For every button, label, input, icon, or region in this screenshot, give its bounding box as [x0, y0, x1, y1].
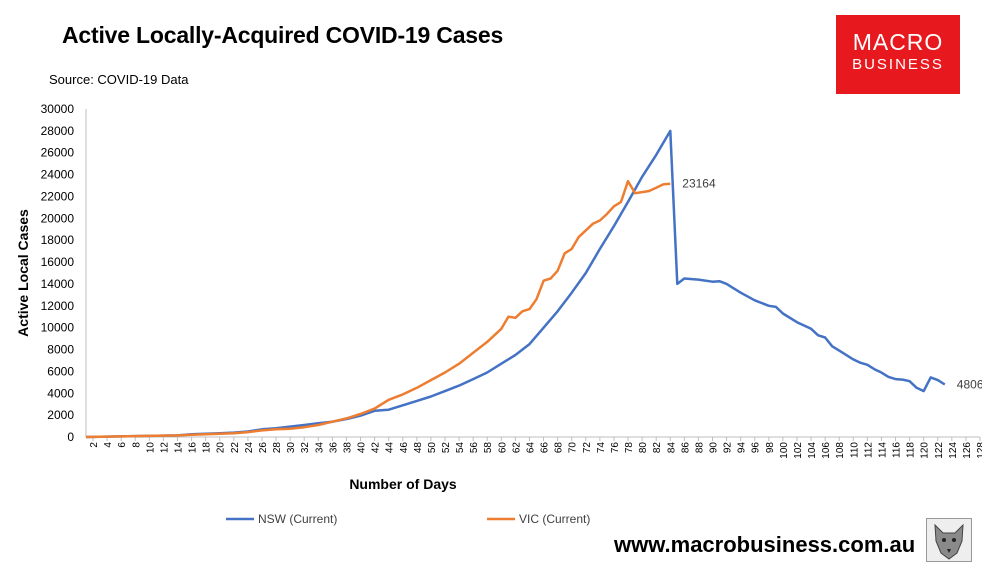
x-tick-label: 114 — [877, 442, 888, 458]
x-tick-label: 120 — [920, 442, 931, 459]
x-tick-label: 112 — [863, 442, 874, 458]
x-tick-label: 128 — [976, 442, 982, 459]
y-tick-label: 30000 — [41, 102, 75, 116]
x-tick-label: 88 — [694, 442, 705, 454]
end-value-label: 23164 — [682, 177, 716, 191]
x-tick-label: 40 — [357, 442, 368, 454]
x-tick-label: 108 — [835, 442, 846, 459]
y-tick-label: 18000 — [41, 233, 75, 247]
x-tick-label: 74 — [596, 442, 607, 454]
x-tick-label: 80 — [638, 442, 649, 454]
x-tick-label: 28 — [272, 442, 283, 454]
y-tick-label: 28000 — [41, 124, 75, 138]
y-axis-title: Active Local Cases — [15, 209, 31, 337]
logo-line-2: BUSINESS — [852, 56, 944, 73]
chart-source: Source: COVID-19 Data — [49, 72, 189, 87]
x-tick-label: 58 — [483, 442, 494, 454]
series-line-nsw — [85, 129, 946, 439]
x-tick-label: 18 — [202, 442, 213, 454]
x-tick-label: 102 — [793, 442, 804, 459]
x-tick-label: 24 — [244, 442, 255, 454]
y-tick-label: 24000 — [41, 168, 75, 182]
wolf-logo-icon — [926, 518, 972, 562]
x-tick-label: 70 — [568, 442, 579, 454]
legend-label: NSW (Current) — [258, 512, 337, 526]
y-tick-label: 10000 — [41, 321, 75, 335]
x-tick-label: 56 — [469, 442, 480, 454]
x-tick-label: 36 — [328, 442, 339, 454]
x-tick-label: 110 — [849, 442, 860, 458]
x-tick-label: 30 — [286, 442, 297, 454]
y-tick-label: 4000 — [47, 386, 74, 400]
x-tick-label: 16 — [188, 442, 199, 454]
x-tick-label: 62 — [511, 442, 522, 454]
logo-line-1: MACRO — [852, 29, 944, 55]
x-tick-label: 90 — [709, 442, 720, 454]
x-tick-label: 122 — [934, 442, 945, 459]
x-tick-label: 76 — [610, 442, 621, 454]
x-tick-label: 72 — [582, 442, 593, 454]
x-tick-label: 118 — [906, 442, 917, 458]
y-tick-label: 22000 — [41, 189, 75, 203]
x-tick-label: 66 — [540, 442, 551, 454]
x-tick-label: 4 — [103, 442, 114, 448]
y-tick-label: 14000 — [41, 277, 75, 291]
x-tick-label: 48 — [413, 442, 424, 454]
y-tick-label: 16000 — [41, 255, 75, 269]
x-tick-label: 2 — [89, 442, 100, 448]
x-tick-label: 84 — [666, 442, 677, 454]
x-tick-label: 42 — [371, 442, 382, 454]
x-tick-label: 126 — [962, 442, 973, 459]
x-tick-label: 10 — [145, 442, 156, 454]
chart-title: Active Locally-Acquired COVID-19 Cases — [62, 22, 504, 48]
x-tick-label: 44 — [385, 442, 396, 454]
x-tick-label: 104 — [807, 442, 818, 459]
x-tick-label: 20 — [216, 442, 227, 454]
y-tick-label: 12000 — [41, 299, 75, 313]
x-tick-label: 100 — [779, 442, 790, 459]
macrobusiness-logo: MACRO BUSINESS — [836, 15, 960, 94]
x-tick-label: 116 — [892, 442, 903, 458]
x-tick-label: 12 — [159, 442, 170, 454]
y-tick-label: 6000 — [47, 364, 74, 378]
y-tick-label: 20000 — [41, 211, 75, 225]
x-tick-label: 46 — [399, 442, 410, 454]
x-axis-title: Number of Days — [349, 476, 457, 492]
y-tick-label: 0 — [67, 430, 74, 444]
x-tick-label: 34 — [314, 442, 325, 454]
x-tick-label: 106 — [821, 442, 832, 459]
x-tick-label: 64 — [525, 442, 536, 454]
x-tick-label: 124 — [948, 442, 959, 459]
x-tick-label: 86 — [680, 442, 691, 454]
x-tick-label: 60 — [497, 442, 508, 454]
series-line-vic — [85, 179, 671, 439]
y-tick-label: 8000 — [47, 343, 74, 357]
x-tick-label: 78 — [624, 442, 635, 454]
x-tick-label: 92 — [723, 442, 734, 454]
x-tick-label: 6 — [117, 442, 128, 448]
x-tick-label: 68 — [554, 442, 565, 454]
x-tick-label: 82 — [652, 442, 663, 454]
x-tick-label: 8 — [131, 442, 142, 448]
x-tick-label: 52 — [441, 442, 452, 454]
end-value-label: 4806 — [957, 377, 982, 391]
x-tick-label: 38 — [342, 442, 353, 454]
x-tick-label: 96 — [751, 442, 762, 454]
x-tick-label: 54 — [455, 442, 466, 454]
y-tick-label: 26000 — [41, 146, 75, 160]
x-tick-label: 26 — [258, 442, 269, 454]
x-tick-label: 14 — [174, 442, 185, 454]
y-tick-label: 2000 — [47, 408, 74, 422]
legend-label: VIC (Current) — [519, 512, 590, 526]
x-tick-label: 22 — [230, 442, 241, 454]
x-tick-label: 94 — [737, 442, 748, 454]
footer-url: www.macrobusiness.com.au — [614, 532, 916, 557]
x-tick-label: 98 — [765, 442, 776, 454]
x-tick-label: 32 — [300, 442, 311, 454]
x-tick-label: 50 — [427, 442, 438, 454]
